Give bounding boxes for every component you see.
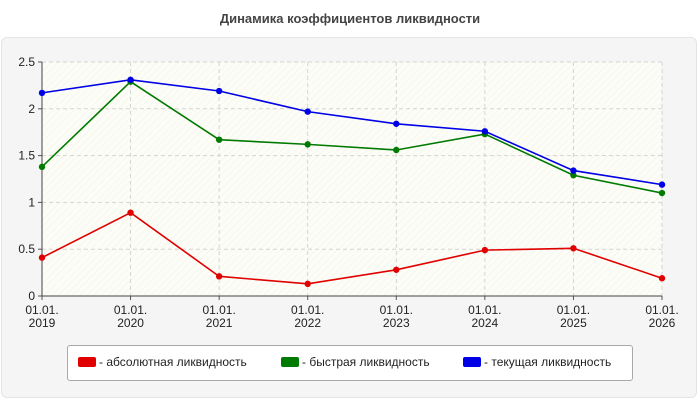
data-point-2[interactable] [570,167,577,174]
data-point-2[interactable] [127,76,134,83]
data-point-0[interactable] [481,246,489,254]
data-point-2[interactable] [658,181,666,188]
y-tick-label: 0 [28,289,35,303]
series-line-2 [41,78,663,186]
legend-label-absolute: - абсолютная ликвидность [99,355,247,369]
series-line-0 [41,211,663,285]
data-point-2[interactable] [393,120,400,127]
data-point-0[interactable] [215,273,223,280]
data-point-1[interactable] [658,189,666,197]
legend: - абсолютная ликвидность - быстрая ликви… [67,345,633,381]
legend-item-quick[interactable]: - быстрая ликвидность [281,355,430,369]
plot-area [42,62,662,296]
grid-lines [42,61,663,296]
data-point-0[interactable] [658,275,666,282]
x-tick-label: 01.01. 2025 [557,303,590,330]
x-tick-label: 01.01. 2020 [114,303,147,330]
y-tick-label: 1 [28,195,35,209]
data-point-0[interactable] [127,209,134,216]
legend-swatch-current [463,357,481,367]
data-point-2[interactable] [304,108,311,115]
data-point-0[interactable] [304,280,311,288]
data-point-2[interactable] [215,87,223,95]
y-axis-ticks: 0 0.5 1 1.5 2 2.5 [18,55,35,303]
data-point-1[interactable] [215,136,223,143]
data-point-1[interactable] [393,146,400,154]
legend-swatch-absolute [78,357,96,367]
series-group [38,76,666,288]
legend-label-current: - текущая ликвидность [484,355,612,369]
data-point-2[interactable] [481,128,489,135]
legend-item-current[interactable]: - текущая ликвидность [463,355,611,369]
legend-item-absolute[interactable]: - абсолютная ликвидность [78,355,247,369]
x-tick-label: 01.01. 2026 [645,303,678,330]
x-tick-label: 01.01. 2019 [25,303,58,330]
x-tick-label: 01.01. 2022 [291,303,324,330]
legend-label-quick: - быстрая ликвидность [302,355,430,369]
x-tick-label: 01.01. 2024 [468,303,501,330]
chart-title: Динамика коэффициентов ликвидности [219,11,481,26]
x-tick-label: 01.01. 2023 [380,303,413,330]
data-point-1[interactable] [304,141,311,148]
data-point-0[interactable] [38,254,46,261]
x-tick-label: 01.01. 2021 [202,303,235,330]
data-point-1[interactable] [38,163,46,171]
y-tick-label: 1.5 [18,149,35,163]
x-axis-ticks: 01.01. 2019 01.01. 2020 01.01. 2021 01.01. 2022… [25,303,678,330]
data-point-0[interactable] [393,266,400,273]
y-tick-label: 2.5 [18,55,35,69]
data-point-1[interactable] [570,172,577,179]
y-tick-label: 0.5 [18,242,35,256]
y-tick-label: 2 [28,102,35,116]
data-point-2[interactable] [38,89,46,97]
legend-swatch-quick [281,357,299,367]
data-point-0[interactable] [570,245,577,252]
series-line-1 [41,80,663,194]
